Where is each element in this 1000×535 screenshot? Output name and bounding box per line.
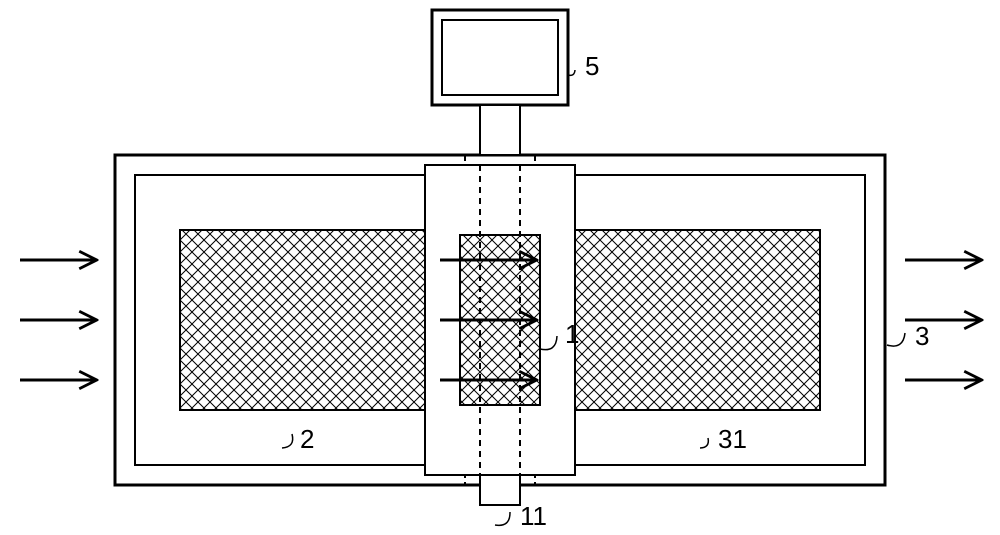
ref-leader-31 bbox=[700, 438, 708, 448]
actuator-inner bbox=[442, 20, 558, 95]
shaft-top bbox=[480, 105, 520, 155]
shaft-bottom bbox=[480, 475, 520, 505]
actuator-outer bbox=[432, 10, 568, 105]
ref-label-1: 1 bbox=[565, 319, 579, 349]
ref-label-31: 31 bbox=[718, 424, 747, 454]
ref-label-5: 5 bbox=[585, 51, 599, 81]
ref-label-11: 11 bbox=[520, 501, 547, 531]
ref-leader-11 bbox=[495, 512, 510, 525]
ref-label-2: 2 bbox=[300, 424, 314, 454]
ref-leader-3 bbox=[887, 333, 905, 346]
ref-leader-2 bbox=[282, 434, 293, 448]
ref-label-3: 3 bbox=[915, 321, 929, 351]
